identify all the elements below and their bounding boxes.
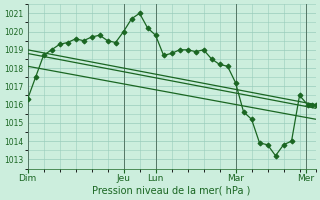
X-axis label: Pression niveau de la mer( hPa ): Pression niveau de la mer( hPa ) [92, 186, 251, 196]
